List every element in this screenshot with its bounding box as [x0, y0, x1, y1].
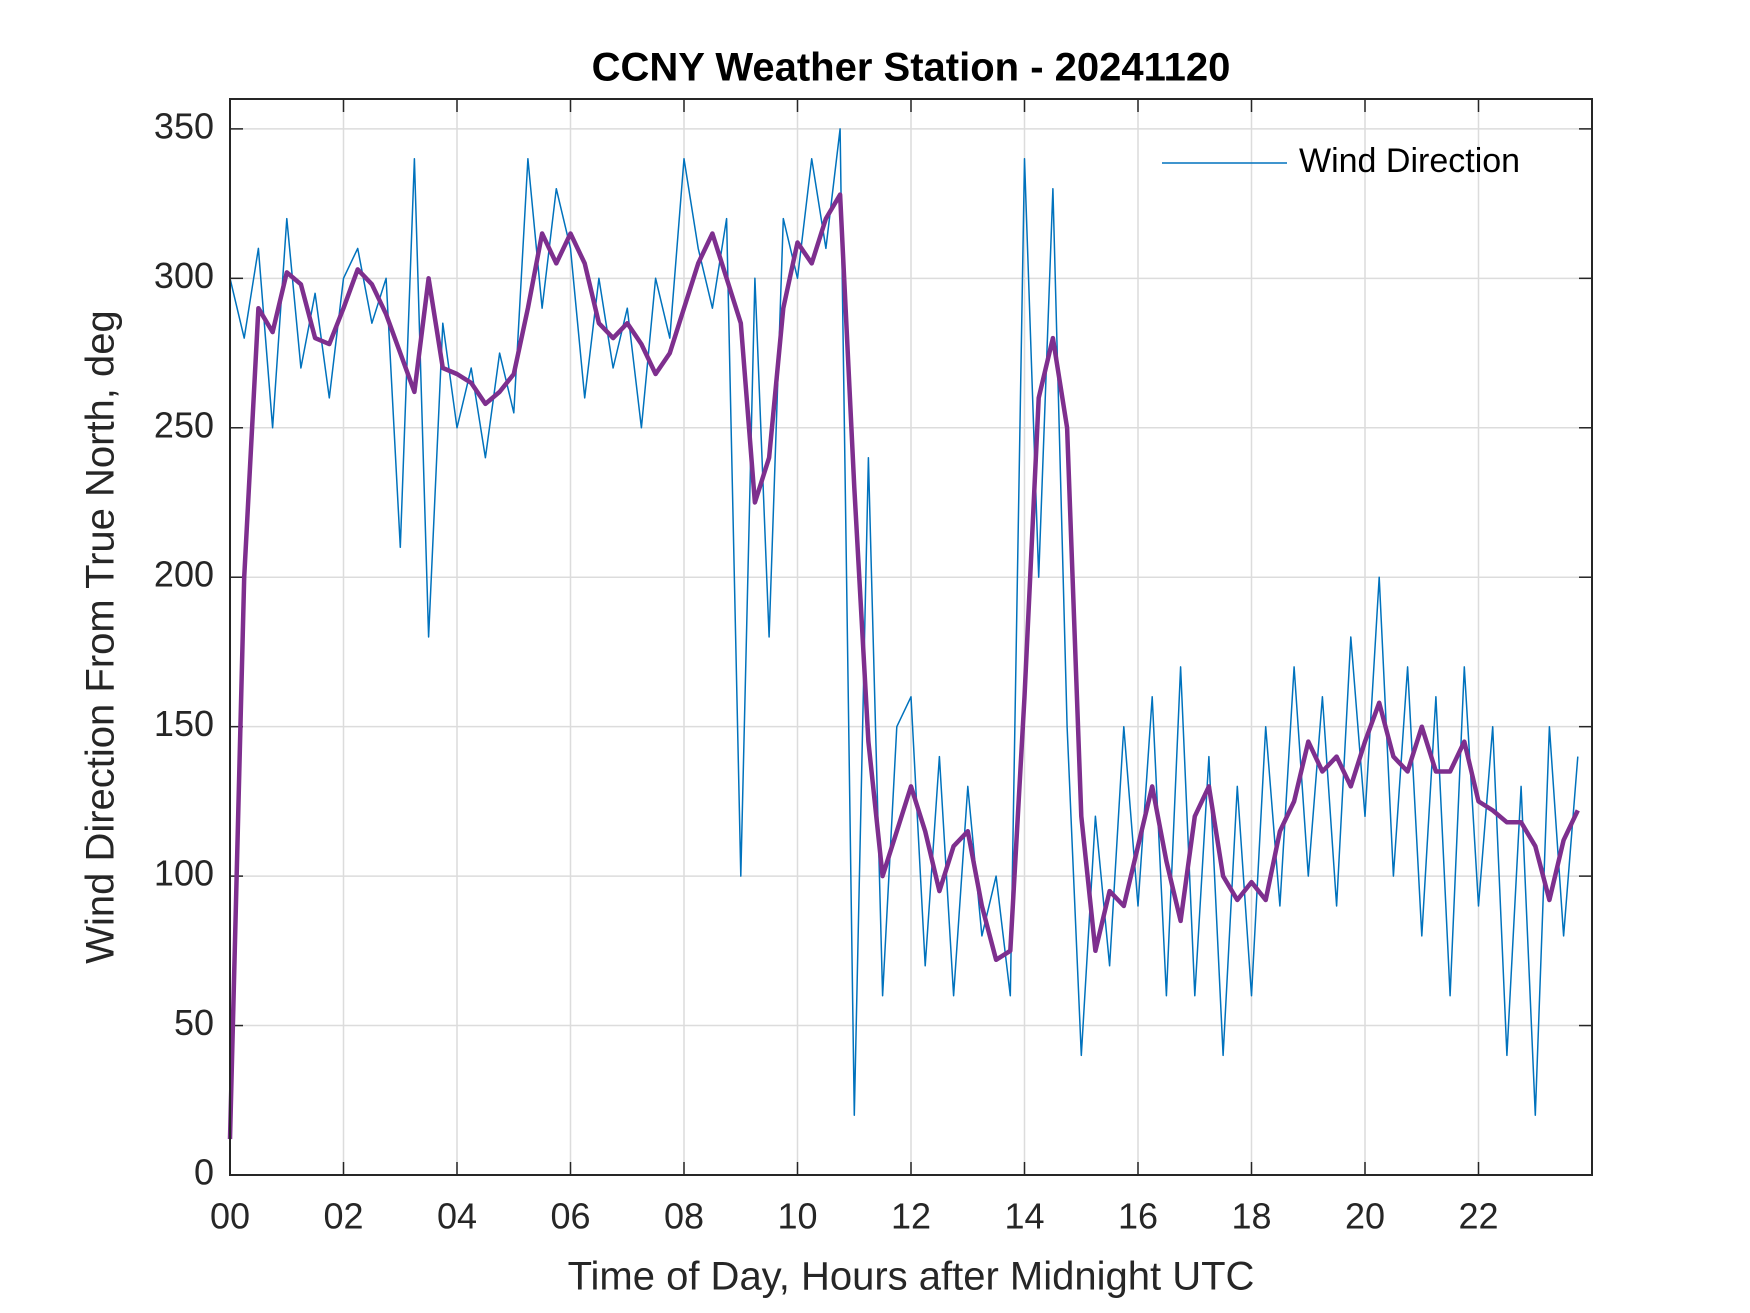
x-tick-label: 10 [777, 1196, 817, 1237]
y-tick-label: 150 [154, 703, 214, 744]
x-tick-label: 04 [437, 1196, 477, 1237]
x-axis-label: Time of Day, Hours after Midnight UTC [568, 1255, 1255, 1299]
chart-title: CCNY Weather Station - 20241120 [592, 46, 1231, 90]
axes-box [229, 98, 1593, 1176]
x-tick-label: 18 [1231, 1196, 1271, 1237]
y-axis-label: Wind Direction From True North, deg [79, 310, 123, 964]
y-tick-label: 100 [154, 853, 214, 894]
y-tick-label: 250 [154, 404, 214, 445]
legend-label: Wind Direction [1299, 142, 1520, 180]
x-tick-label: 20 [1345, 1196, 1385, 1237]
x-tick-label: 12 [891, 1196, 931, 1237]
y-tick-label: 50 [174, 1002, 214, 1043]
y-tick-label: 200 [154, 554, 214, 595]
y-tick-label: 350 [154, 105, 214, 146]
x-tick-label: 00 [210, 1196, 250, 1237]
y-tick-label: 0 [194, 1152, 214, 1193]
data-line [229, 128, 1579, 1116]
x-tick-label: 08 [664, 1196, 704, 1237]
x-tick-label: 16 [1118, 1196, 1158, 1237]
x-tick-label: 02 [323, 1196, 363, 1237]
x-tick-label: 22 [1458, 1196, 1498, 1237]
x-tick-label: 06 [550, 1196, 590, 1237]
x-tick-label: 14 [1004, 1196, 1044, 1237]
data-line [227, 192, 1580, 1140]
y-tick-label: 300 [154, 255, 214, 296]
